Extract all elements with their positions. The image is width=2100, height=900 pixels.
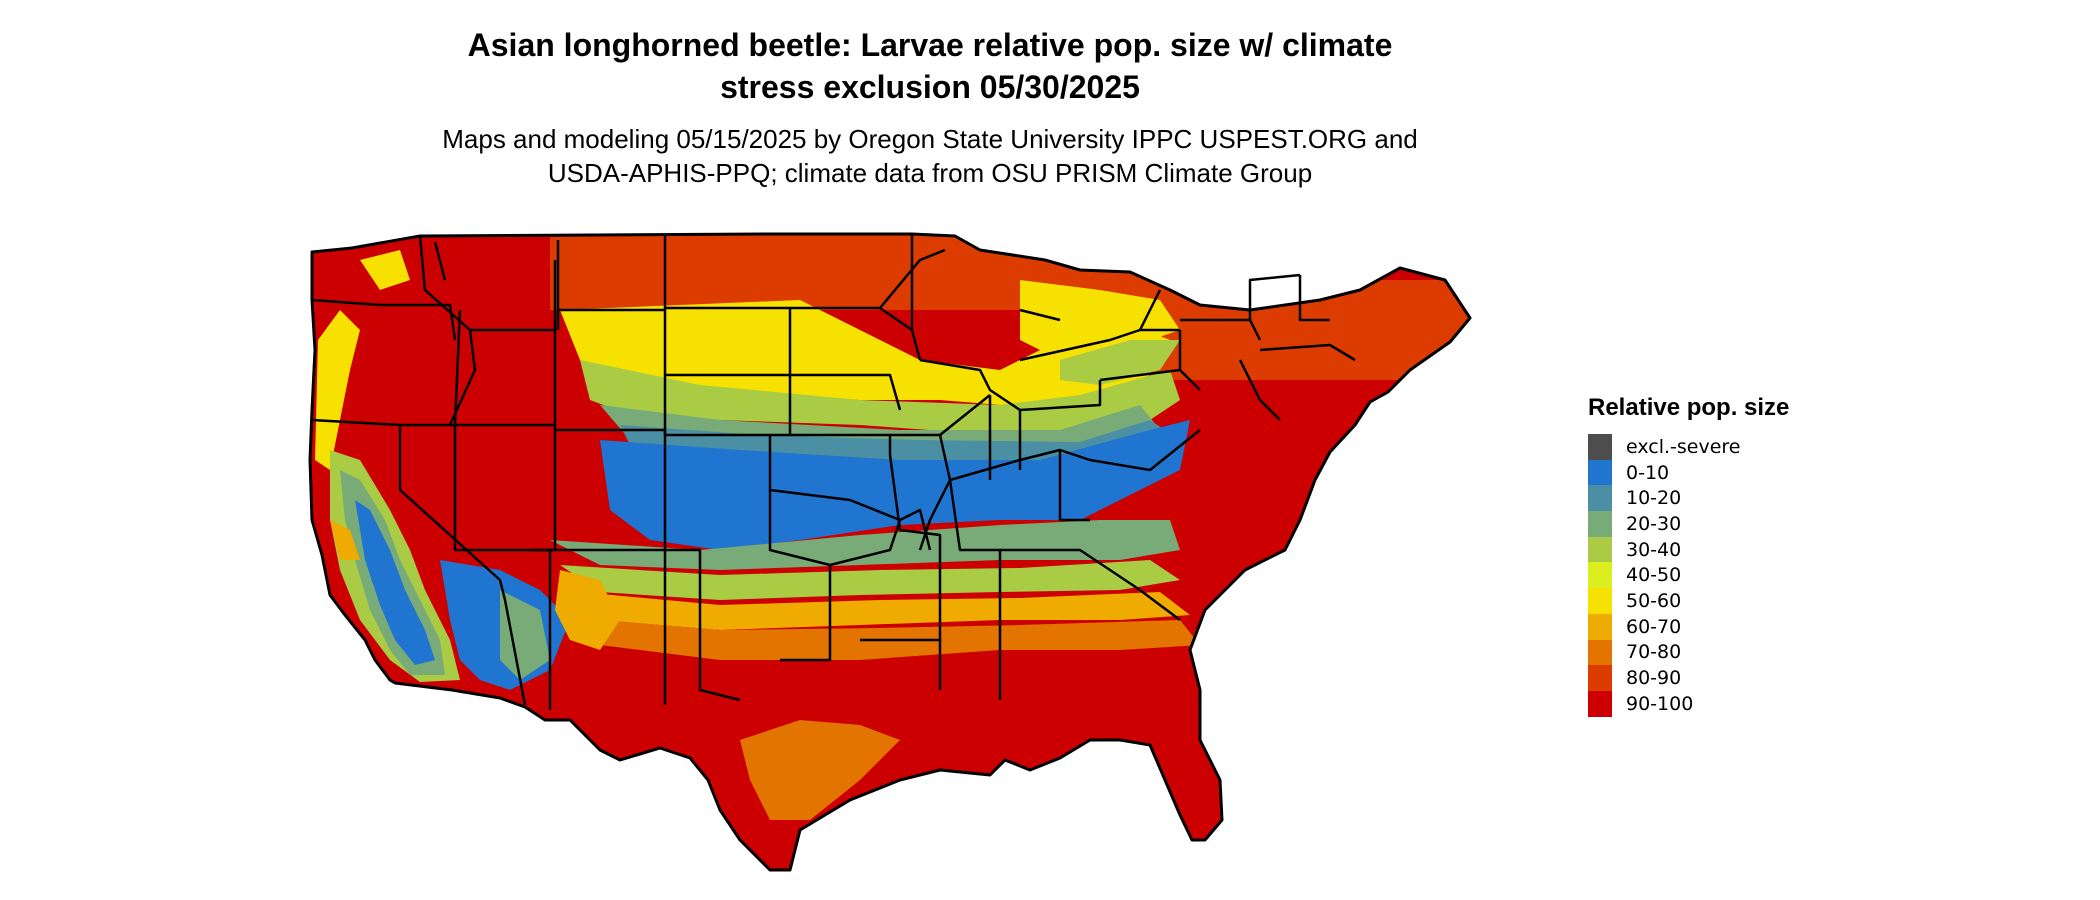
legend-label: 40-50: [1626, 564, 1682, 587]
map-title-line1: Asian longhorned beetle: Larvae relative…: [467, 27, 1393, 63]
legend-swatch: [1588, 434, 1612, 460]
legend-swatch: [1588, 459, 1612, 486]
legend-swatch: [1588, 639, 1612, 666]
map-title-line2: stress exclusion 05/30/2025: [720, 69, 1140, 105]
legend-items: excl.-severe 0-10 10-20 20-30 30-40 40-50 50-6…: [1588, 434, 1789, 717]
legend-label: 70-80: [1626, 641, 1682, 664]
legend-label: 60-70: [1626, 615, 1682, 638]
legend-label: 50-60: [1626, 589, 1682, 612]
legend-swatch: [1588, 690, 1612, 717]
legend-swatch: [1588, 536, 1612, 563]
legend-item: excl.-severe: [1588, 434, 1789, 460]
legend-label: excl.-severe: [1626, 435, 1741, 458]
map-title: Asian longhorned beetle: Larvae relative…: [380, 24, 1480, 108]
legend-item: 20-30: [1588, 511, 1789, 537]
legend-swatch: [1588, 588, 1612, 614]
legend-item: 80-90: [1588, 665, 1789, 691]
legend-label: 80-90: [1626, 667, 1682, 690]
legend-swatch: [1588, 485, 1612, 512]
legend-swatch: [1588, 665, 1612, 691]
legend-item: 60-70: [1588, 613, 1789, 640]
legend-label: 30-40: [1626, 538, 1682, 561]
map-subtitle: Maps and modeling 05/15/2025 by Oregon S…: [380, 122, 1480, 190]
map-subtitle-line2: USDA-APHIS-PPQ; climate data from OSU PR…: [547, 158, 1313, 188]
legend-label: 10-20: [1626, 487, 1682, 510]
legend: Relative pop. size excl.-severe 0-10 10-20…: [1588, 394, 1789, 717]
legend-label: 20-30: [1626, 512, 1682, 535]
legend-item: 30-40: [1588, 536, 1789, 563]
legend-title: Relative pop. size: [1588, 394, 1790, 421]
legend-swatch: [1588, 613, 1612, 640]
legend-item: 90-100: [1588, 690, 1789, 717]
legend-item: 50-60: [1588, 588, 1789, 614]
legend-item: 70-80: [1588, 639, 1789, 666]
legend-label: 0-10: [1626, 461, 1670, 484]
legend-item: 10-20: [1588, 485, 1789, 512]
legend-item: 40-50: [1588, 562, 1789, 589]
legend-label: 90-100: [1626, 692, 1694, 715]
legend-swatch: [1588, 511, 1612, 537]
us-map: [308, 232, 1472, 872]
legend-item: 0-10: [1588, 459, 1789, 486]
legend-swatch: [1588, 562, 1612, 589]
map-subtitle-line1: Maps and modeling 05/15/2025 by Oregon S…: [442, 124, 1418, 154]
